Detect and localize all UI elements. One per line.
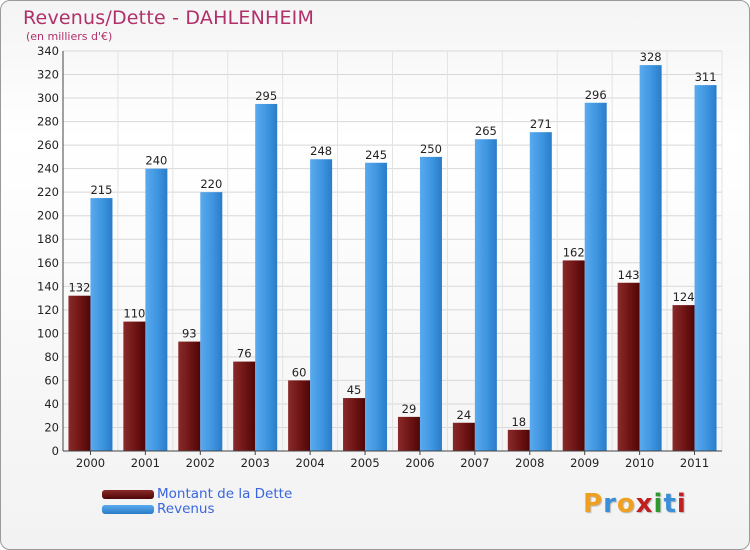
data-label-revenus: 296 (585, 88, 607, 102)
data-label-revenus: 220 (200, 177, 222, 191)
data-label-revenus: 250 (420, 142, 442, 156)
x-tick-label: 2001 (131, 456, 160, 470)
bar-revenus (639, 65, 662, 451)
x-tick-label: 2002 (186, 456, 215, 470)
logo-letter: i (676, 489, 687, 519)
data-label-dette: 24 (457, 408, 472, 422)
bar-dette (617, 282, 640, 451)
y-tick-label: 160 (37, 256, 59, 270)
legend-label-revenus: Revenus (157, 501, 215, 517)
bar-revenus (310, 159, 333, 451)
bar-dette (68, 295, 91, 451)
bar-dette (562, 260, 585, 451)
y-tick-label: 60 (44, 373, 59, 387)
data-label-dette: 60 (292, 365, 307, 379)
y-tick-label: 40 (44, 397, 59, 411)
y-tick-label: 140 (37, 279, 59, 293)
data-label-revenus: 240 (145, 154, 167, 168)
logo-letter: i (653, 489, 664, 519)
bar-revenus (584, 102, 607, 451)
bar-dette (507, 429, 530, 451)
y-tick-label: 340 (37, 44, 59, 58)
data-label-dette: 76 (237, 347, 252, 361)
data-label-revenus: 295 (255, 89, 277, 103)
y-tick-label: 200 (37, 209, 59, 223)
bar-dette (397, 416, 420, 451)
data-label-revenus: 328 (640, 50, 662, 64)
bar-revenus (255, 103, 278, 452)
data-label-revenus: 271 (530, 117, 552, 131)
x-tick-label: 2007 (460, 456, 489, 470)
logo-letter: t (663, 489, 677, 519)
data-label-revenus: 215 (90, 183, 112, 197)
logo-letter: o (616, 489, 636, 519)
bar-revenus (145, 168, 168, 451)
x-tick-label: 2010 (625, 456, 654, 470)
bar-revenus (200, 192, 223, 452)
bar-dette (452, 422, 475, 451)
y-tick-label: 180 (37, 232, 59, 246)
chart-subtitle: (en milliers d'€) (26, 30, 113, 43)
x-tick-label: 2009 (570, 456, 599, 470)
bar-revenus (90, 198, 113, 451)
data-label-dette: 93 (182, 327, 197, 341)
y-tick-label: 100 (37, 326, 59, 340)
legend-swatch-revenus (102, 505, 154, 514)
bar-dette (233, 361, 256, 451)
logo-letter: P (583, 489, 604, 519)
logo-letter: x (635, 489, 654, 519)
data-label-revenus: 245 (365, 148, 387, 162)
x-tick-label: 2011 (680, 456, 709, 470)
legend-label-debt: Montant de la Dette (157, 486, 293, 502)
bar-revenus (474, 139, 497, 451)
y-tick-label: 220 (37, 185, 59, 199)
bar-revenus (694, 85, 717, 451)
data-label-dette: 162 (563, 245, 585, 259)
data-label-revenus: 265 (475, 124, 497, 138)
bar-dette (343, 398, 366, 451)
bar-dette (288, 380, 311, 451)
y-tick-label: 80 (44, 350, 59, 364)
data-label-revenus: 248 (310, 144, 332, 158)
x-tick-label: 2008 (515, 456, 544, 470)
y-tick-label: 300 (37, 91, 59, 105)
data-label-revenus: 311 (695, 70, 717, 84)
bar-revenus (365, 162, 388, 451)
proxiti-logo: Proxiti (583, 489, 687, 519)
data-label-dette: 29 (402, 402, 417, 416)
data-label-dette: 110 (123, 307, 145, 321)
x-tick-label: 2005 (350, 456, 379, 470)
data-label-dette: 132 (68, 281, 90, 295)
y-tick-label: 120 (37, 303, 59, 317)
data-label-dette: 45 (347, 383, 362, 397)
data-label-dette: 143 (618, 268, 640, 282)
y-tick-label: 320 (37, 68, 59, 82)
x-tick-label: 2006 (405, 456, 434, 470)
y-tick-label: 20 (44, 420, 59, 434)
y-tick-label: 260 (37, 138, 59, 152)
y-tick-label: 280 (37, 115, 59, 129)
bar-dette (123, 321, 146, 451)
x-tick-label: 2003 (241, 456, 270, 470)
bar-dette (178, 341, 201, 451)
bar-dette (672, 305, 695, 451)
x-tick-label: 2004 (295, 456, 324, 470)
bar-revenus (419, 156, 442, 451)
y-tick-label: 0 (52, 444, 59, 458)
chart-title: Revenus/Dette - DAHLENHEIM (23, 7, 315, 29)
legend-swatch-debt (102, 490, 154, 499)
data-label-dette: 124 (673, 290, 695, 304)
y-tick-label: 240 (37, 162, 59, 176)
x-tick-label: 2000 (76, 456, 105, 470)
logo-letter: r (603, 489, 617, 519)
bar-revenus (529, 132, 552, 452)
data-label-dette: 18 (511, 415, 526, 429)
